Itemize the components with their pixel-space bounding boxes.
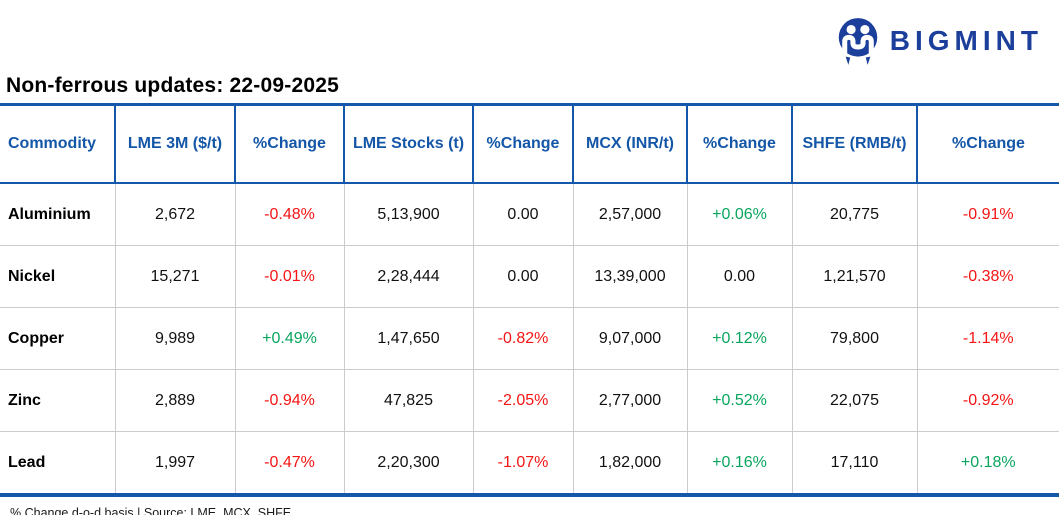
table-body: Aluminium 2,672 -0.48% 5,13,900 0.00 2,57,000… bbox=[0, 183, 1059, 495]
bigmint-logo-text: BIGMINT bbox=[889, 25, 1043, 56]
value-cell: 0.00 bbox=[472, 245, 573, 308]
table-row: Zinc 2,889 -0.94% 47,825 -2.05% 2,77,000 +0.52… bbox=[0, 369, 1059, 432]
value-cell: 2,77,000 bbox=[572, 369, 687, 432]
commodity-name-cell: Zinc bbox=[0, 369, 115, 432]
table-header: Commodity LME 3M ($/t) %Change LME Stock… bbox=[0, 103, 1059, 184]
column-header-commodity: Commodity bbox=[0, 103, 115, 184]
value-cell: 22,075 bbox=[791, 369, 917, 432]
column-header-lme-stocks-change: %Change bbox=[472, 103, 573, 184]
value-cell: -0.92% bbox=[916, 369, 1059, 432]
value-cell: -0.38% bbox=[916, 245, 1059, 308]
value-cell: -0.94% bbox=[234, 369, 344, 432]
table-row: Copper 9,989 +0.49% 1,47,650 -0.82% 9,07,000 +… bbox=[0, 307, 1059, 370]
table-row: Nickel 15,271 -0.01% 2,28,444 0.00 13,39,000 0… bbox=[0, 245, 1059, 308]
value-cell: 13,39,000 bbox=[572, 245, 687, 308]
value-cell: -1.07% bbox=[472, 431, 573, 495]
value-cell: +0.49% bbox=[234, 307, 344, 370]
value-cell: 20,775 bbox=[791, 183, 917, 246]
value-cell: +0.16% bbox=[686, 431, 792, 495]
value-cell: -1.14% bbox=[916, 307, 1059, 370]
value-cell: 2,28,444 bbox=[343, 245, 473, 308]
column-header-mcx-change: %Change bbox=[686, 103, 792, 184]
footnote: % Change d-o-d basis | Source: LME, MCX,… bbox=[10, 506, 292, 515]
value-cell: +0.06% bbox=[686, 183, 792, 246]
column-header-lme-stocks: LME Stocks (t) bbox=[343, 103, 473, 184]
commodity-name-cell: Copper bbox=[0, 307, 115, 370]
commodity-name-cell: Aluminium bbox=[0, 183, 115, 246]
value-cell: 1,21,570 bbox=[791, 245, 917, 308]
value-cell: 1,997 bbox=[114, 431, 235, 495]
value-cell: 47,825 bbox=[343, 369, 473, 432]
value-cell: 9,989 bbox=[114, 307, 235, 370]
value-cell: +0.12% bbox=[686, 307, 792, 370]
table-header-row: Commodity LME 3M ($/t) %Change LME Stock… bbox=[0, 103, 1059, 184]
value-cell: 15,271 bbox=[114, 245, 235, 308]
value-cell: 2,889 bbox=[114, 369, 235, 432]
table-row: Lead 1,997 -0.47% 2,20,300 -1.07% 1,82,000 +0.… bbox=[0, 431, 1059, 495]
value-cell: +0.52% bbox=[686, 369, 792, 432]
value-cell: 17,110 bbox=[791, 431, 917, 495]
column-header-lme-3m-change: %Change bbox=[234, 103, 344, 184]
value-cell: 0.00 bbox=[472, 183, 573, 246]
value-cell: 2,57,000 bbox=[572, 183, 687, 246]
value-cell: 79,800 bbox=[791, 307, 917, 370]
value-cell: 1,82,000 bbox=[572, 431, 687, 495]
header: BIGMINT Non-ferrous updates: 22-09-2025 bbox=[0, 0, 1059, 103]
value-cell: -0.82% bbox=[472, 307, 573, 370]
bigmint-logo: BIGMINT bbox=[836, 16, 1043, 66]
value-cell: 9,07,000 bbox=[572, 307, 687, 370]
page-title: Non-ferrous updates: 22-09-2025 bbox=[6, 74, 339, 97]
value-cell: 2,20,300 bbox=[343, 431, 473, 495]
value-cell: 2,672 bbox=[114, 183, 235, 246]
column-header-mcx: MCX (INR/t) bbox=[572, 103, 687, 184]
value-cell: 0.00 bbox=[686, 245, 792, 308]
column-header-lme-3m: LME 3M ($/t) bbox=[114, 103, 235, 184]
bigmint-logo-icon bbox=[838, 18, 878, 65]
commodity-price-table: Commodity LME 3M ($/t) %Change LME Stock… bbox=[0, 103, 1059, 497]
value-cell: 5,13,900 bbox=[343, 183, 473, 246]
value-cell: +0.18% bbox=[916, 431, 1059, 495]
value-cell: -0.47% bbox=[234, 431, 344, 495]
value-cell: -0.48% bbox=[234, 183, 344, 246]
column-header-shfe: SHFE (RMB/t) bbox=[791, 103, 917, 184]
value-cell: -0.91% bbox=[916, 183, 1059, 246]
value-cell: -2.05% bbox=[472, 369, 573, 432]
value-cell: 1,47,650 bbox=[343, 307, 473, 370]
table-row: Aluminium 2,672 -0.48% 5,13,900 0.00 2,57,000… bbox=[0, 183, 1059, 246]
commodity-name-cell: Nickel bbox=[0, 245, 115, 308]
column-header-shfe-change: %Change bbox=[916, 103, 1059, 184]
commodity-name-cell: Lead bbox=[0, 431, 115, 495]
value-cell: -0.01% bbox=[234, 245, 344, 308]
